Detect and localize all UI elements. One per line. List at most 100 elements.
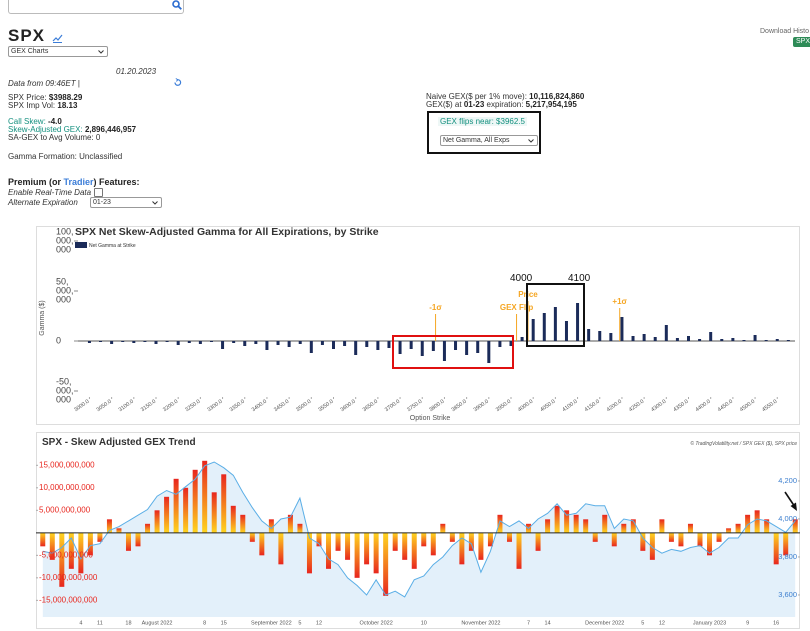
bar [720,339,724,341]
bar [678,532,684,547]
bar [240,514,246,533]
bar [165,341,169,342]
bar [221,341,225,349]
bar [254,341,258,344]
x-tick-label: August 2022 [142,620,173,626]
realtime-label: Enable Real-Time Data [8,188,92,197]
x-tick-label: 4 [79,620,82,626]
bar [78,532,84,574]
label: Naive GEX($ per 1% move): [426,92,527,101]
bar [697,532,703,547]
bar [754,510,760,533]
bar [183,487,189,533]
y-axis-label: Gamma ($) [39,300,46,335]
bar [520,337,524,341]
bar [187,341,191,343]
bar [287,341,291,347]
bar [731,338,735,341]
bar [786,340,790,341]
flip-box [427,111,541,154]
y2-tick-label: 3,800 [778,552,797,561]
legend-label: Net Gamma at Strike [89,243,136,249]
bar [554,505,560,533]
bar [465,341,469,355]
search-icon[interactable] [172,0,182,11]
alt-exp-select[interactable]: 01-23 [90,197,162,208]
bar [478,532,484,560]
text: Premium (or [8,177,62,187]
gamma-select[interactable]: Net Gamma, All Exps [440,135,538,146]
x-tick-label: 7 [527,620,530,626]
y-tick-label: 100,000,000 [56,226,74,255]
bar [687,523,693,533]
y-tick-label: -15,000,000,000 [39,595,98,604]
price-row: SPX Price: $3988.29 [8,93,82,102]
bar [309,341,313,353]
y-tick-label: -10,000,000,000 [39,573,98,582]
bar [99,341,103,342]
bar [87,341,91,343]
bar [764,519,770,533]
bar [587,329,591,341]
bar [376,341,380,350]
bar [221,474,227,533]
highlight-box [526,283,585,347]
bar [420,341,424,356]
bar [135,532,141,547]
chart2-credit: © TradingVolatility.net / SPX GEX ($), S… [690,440,797,447]
refresh-icon[interactable] [173,78,182,87]
bar [421,532,427,547]
sa-gex-row: Skew-Adjusted GEX: 2,896,446,957 [8,125,136,134]
y-tick-label: -5,000,000,000 [39,550,93,559]
bar [531,319,535,341]
chart-icon[interactable] [52,34,63,43]
bar [753,335,757,341]
y-tick-label: -50,000,000 [56,376,74,405]
y-tick-label: 15,000,000,000 [39,460,95,469]
bar [335,532,341,551]
bar [764,340,768,341]
bar [659,519,665,533]
bar [631,336,635,341]
x-tick-label: 14 [545,620,551,626]
bar [97,532,103,542]
sa-gex-vol: SA-GEX to Avg Volume: 0 [8,133,101,142]
bar [573,514,579,533]
bar [620,317,624,341]
bar [68,532,74,569]
download-button[interactable]: SPX [793,37,810,47]
bar [621,523,627,533]
tradier-link[interactable]: Tradier [63,177,94,187]
x-tick-label: 16 [773,620,779,626]
bar [535,532,541,551]
bar [468,532,474,551]
bar [602,514,608,533]
bar [707,532,713,556]
bar [459,532,465,565]
realtime-checkbox[interactable] [94,188,103,197]
bar [476,341,480,353]
bar [598,331,602,341]
bar [154,341,158,344]
bar [498,341,502,347]
bar [259,532,265,556]
chart-select[interactable]: GEX Charts [8,46,108,57]
chart1-title: SPX Net Skew-Adjusted Gamma for All Expi… [75,226,379,238]
bar [735,523,741,533]
value: 10,116,824,860 [529,92,585,101]
bar [176,341,180,345]
search-box[interactable] [8,0,184,14]
x-tick-label: November 2022 [461,620,500,626]
x-tick-label: 12 [316,620,322,626]
x-tick-label: 5 [641,620,644,626]
bar [726,528,732,533]
alt-exp-value: 01-23 [93,199,111,206]
bar [145,523,151,533]
bar [265,341,269,350]
bar [40,532,46,547]
x-tick-label: January 2023 [693,620,726,626]
bar [306,532,312,574]
bar [209,341,213,342]
bar [698,339,702,341]
